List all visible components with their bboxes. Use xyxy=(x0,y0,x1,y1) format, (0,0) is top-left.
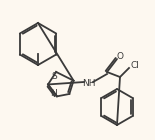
Text: O: O xyxy=(117,52,124,60)
Text: N: N xyxy=(51,89,57,98)
Text: Cl: Cl xyxy=(131,60,140,69)
Text: S: S xyxy=(51,72,57,81)
Text: NH: NH xyxy=(82,79,96,88)
